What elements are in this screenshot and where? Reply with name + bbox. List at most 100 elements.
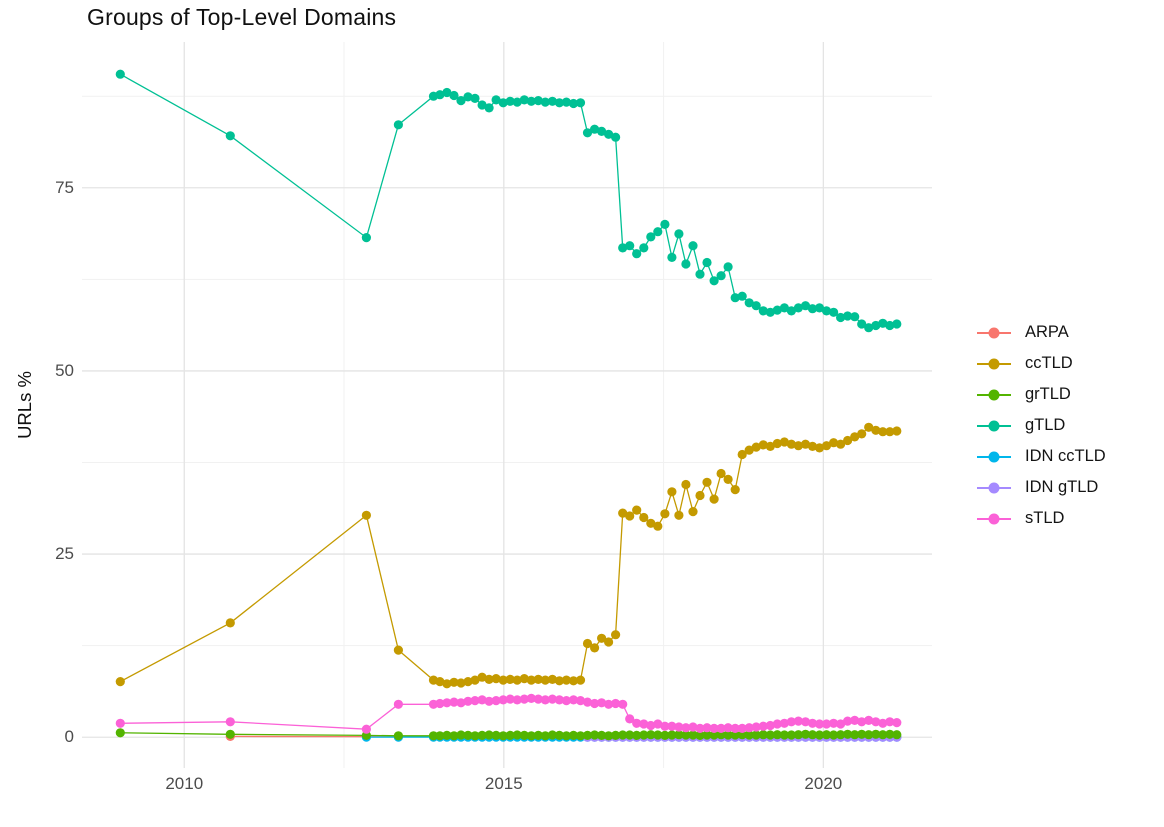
x-tick-label-2020: 2020 bbox=[804, 774, 843, 793]
data-point bbox=[561, 97, 572, 107]
data-point bbox=[807, 730, 818, 740]
data-point bbox=[758, 721, 768, 731]
legend-label: IDN ccTLD bbox=[1025, 447, 1106, 465]
data-point bbox=[639, 730, 649, 740]
y-axis-title: URLs % bbox=[14, 371, 35, 439]
data-point bbox=[470, 731, 480, 741]
legend-key-dot bbox=[988, 451, 1000, 462]
y-tick-label-0: 0 bbox=[64, 727, 74, 747]
data-point bbox=[674, 510, 684, 520]
data-point bbox=[498, 731, 508, 741]
data-point bbox=[730, 723, 740, 734]
data-point bbox=[632, 730, 642, 741]
data-point bbox=[646, 730, 656, 740]
data-point bbox=[393, 699, 403, 709]
data-point bbox=[836, 719, 846, 729]
data-point bbox=[871, 425, 881, 435]
data-point bbox=[829, 730, 839, 740]
data-point bbox=[723, 474, 733, 484]
data-point bbox=[885, 427, 895, 437]
data-point bbox=[491, 696, 501, 706]
x-tick-label-2010: 2010 bbox=[165, 774, 204, 793]
data-point bbox=[800, 301, 811, 311]
data-point bbox=[737, 730, 747, 740]
data-point bbox=[393, 645, 403, 655]
data-point bbox=[723, 262, 733, 272]
data-point bbox=[850, 312, 860, 322]
data-point bbox=[568, 676, 579, 686]
data-point bbox=[590, 124, 600, 134]
data-point bbox=[660, 509, 670, 519]
data-point bbox=[477, 730, 487, 741]
data-point bbox=[864, 730, 874, 740]
data-point bbox=[547, 96, 558, 106]
data-point bbox=[779, 718, 790, 728]
data-point bbox=[723, 730, 733, 740]
legend-key-idn-gtld-icon bbox=[977, 482, 1011, 493]
data-point bbox=[533, 674, 543, 685]
data-point bbox=[716, 723, 726, 734]
data-point bbox=[547, 694, 558, 704]
data-point bbox=[477, 100, 487, 110]
data-point bbox=[225, 729, 235, 739]
data-point bbox=[568, 730, 579, 741]
data-point bbox=[836, 730, 846, 740]
data-point bbox=[625, 730, 635, 740]
data-point bbox=[484, 696, 494, 706]
data-point bbox=[765, 307, 775, 317]
x-tick-label-2015: 2015 bbox=[484, 774, 523, 793]
data-point bbox=[681, 479, 691, 490]
data-point bbox=[498, 695, 508, 705]
data-point bbox=[428, 731, 439, 741]
series-stld bbox=[115, 693, 902, 734]
chart-title: Groups of Top-Level Domains bbox=[87, 4, 397, 30]
data-point bbox=[225, 131, 235, 141]
data-point bbox=[526, 96, 536, 106]
data-point bbox=[435, 677, 445, 687]
data-point bbox=[540, 97, 550, 107]
data-point bbox=[758, 730, 768, 740]
data-point bbox=[582, 128, 593, 138]
data-point bbox=[878, 718, 888, 728]
data-point bbox=[892, 426, 902, 436]
data-point bbox=[667, 252, 677, 262]
data-point bbox=[674, 229, 684, 239]
data-point bbox=[604, 637, 614, 647]
data-point bbox=[737, 291, 747, 301]
data-point bbox=[688, 241, 698, 251]
data-point bbox=[702, 257, 712, 268]
data-point bbox=[554, 695, 565, 705]
data-point bbox=[843, 729, 853, 739]
data-point bbox=[604, 731, 614, 741]
data-point bbox=[843, 311, 853, 321]
legend-key-dot bbox=[988, 420, 1000, 431]
data-point bbox=[225, 618, 235, 628]
data-point bbox=[660, 730, 670, 741]
y-tick-label-25: 25 bbox=[55, 544, 74, 564]
data-point bbox=[814, 719, 825, 729]
data-point bbox=[857, 729, 867, 739]
data-point bbox=[554, 730, 565, 741]
data-point bbox=[793, 716, 804, 726]
data-point bbox=[751, 730, 761, 740]
data-point bbox=[393, 731, 403, 741]
legend-key-cctld-icon bbox=[977, 358, 1011, 369]
data-point bbox=[885, 717, 895, 727]
data-point bbox=[653, 719, 663, 729]
data-point bbox=[484, 730, 494, 740]
data-point bbox=[737, 723, 747, 734]
data-point bbox=[526, 675, 536, 685]
data-point bbox=[864, 715, 874, 726]
data-point bbox=[660, 721, 670, 731]
legend-key-dot bbox=[988, 513, 1000, 524]
data-point bbox=[878, 427, 888, 437]
data-point bbox=[793, 303, 804, 313]
data-point bbox=[547, 674, 558, 685]
data-point bbox=[892, 730, 902, 740]
data-point bbox=[800, 717, 811, 727]
data-point bbox=[435, 90, 445, 100]
data-point bbox=[695, 723, 705, 734]
data-point bbox=[632, 718, 642, 728]
data-point bbox=[800, 729, 811, 739]
